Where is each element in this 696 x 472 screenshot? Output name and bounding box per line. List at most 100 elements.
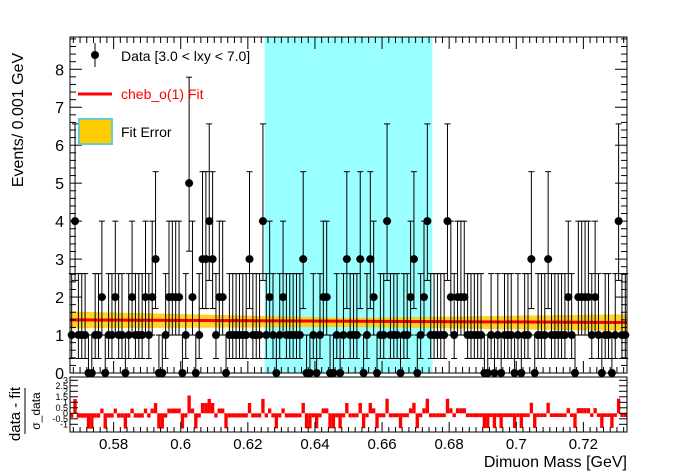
pull-bar <box>462 408 466 414</box>
main-frame <box>69 36 628 374</box>
pull-bar <box>93 413 97 418</box>
pull-bar <box>83 413 87 418</box>
pull-bar <box>167 408 171 414</box>
data-point <box>269 331 278 340</box>
pull-bar <box>496 413 500 418</box>
pull-bar <box>489 413 493 418</box>
legend: Data [3.0 < lxy < 7.0] cheb_o(1) Fit Fit… <box>78 43 250 145</box>
data-point <box>242 331 251 340</box>
pull-bar <box>120 413 124 418</box>
pull-bar <box>247 402 252 414</box>
x-tick-label: 0.64 <box>300 436 329 453</box>
pull-bar <box>103 413 107 429</box>
data-point <box>201 255 210 264</box>
data-point <box>111 293 120 302</box>
data-point <box>332 331 341 340</box>
pull-bar <box>455 408 460 414</box>
pull-bar <box>596 413 601 417</box>
pull-bar <box>281 408 285 414</box>
pull-bar <box>361 413 366 429</box>
fit-line <box>69 318 628 325</box>
pull-bar <box>70 413 74 418</box>
pull-bar <box>140 413 144 418</box>
pull-bar <box>335 413 339 418</box>
data-point <box>295 331 304 340</box>
pull-bar <box>325 408 329 414</box>
pull-bar <box>405 413 409 418</box>
pull-bar <box>600 413 604 428</box>
pull-bar <box>207 398 211 414</box>
pull-bar <box>395 413 399 418</box>
pull-bar <box>274 413 279 429</box>
data-point <box>255 331 264 340</box>
data-point <box>493 331 502 340</box>
pull-bar <box>392 413 396 418</box>
pull-bar <box>385 398 389 414</box>
pull-bar <box>355 413 359 418</box>
data-point <box>258 217 267 226</box>
pull-y-tick-label: 1.5 <box>55 392 68 402</box>
pull-bar <box>422 408 426 414</box>
data-point <box>393 331 402 340</box>
data-point <box>477 331 486 340</box>
pull-bar <box>73 398 77 414</box>
pull-bars <box>70 395 627 429</box>
pull-bar <box>110 413 114 418</box>
pull-bar <box>321 408 326 414</box>
data-point <box>352 331 361 340</box>
pull-bar <box>442 413 446 418</box>
data-point <box>205 217 214 226</box>
pull-bar <box>580 408 584 414</box>
pull-bar <box>519 413 523 429</box>
pull-bar <box>439 413 443 418</box>
pull-bar <box>512 413 517 429</box>
data-point <box>584 293 593 302</box>
pull-bar <box>465 413 470 418</box>
pull-bar <box>432 413 436 418</box>
pull-bar <box>76 413 81 418</box>
pull-bar <box>308 413 312 429</box>
pull-bar <box>116 413 121 418</box>
y-tick-label: 1 <box>55 328 64 345</box>
pull-bar <box>418 413 423 418</box>
data-point <box>262 331 271 340</box>
pull-bar <box>311 413 315 418</box>
pull-bar <box>536 413 540 418</box>
pull-bar <box>445 398 450 414</box>
data-point <box>567 331 576 340</box>
data-point <box>81 331 90 340</box>
x-tick-label: 0.6 <box>170 436 191 453</box>
pull-bar <box>304 413 309 429</box>
data-point <box>362 331 371 340</box>
pull-bar <box>267 408 272 414</box>
data-point <box>383 217 392 226</box>
data-point <box>369 293 378 302</box>
pull-bar <box>616 398 621 414</box>
data-point <box>309 331 318 340</box>
data-point <box>416 331 425 340</box>
data-point <box>339 331 348 340</box>
pull-bar <box>573 413 577 429</box>
pull-y-tick-label: -0.5 <box>52 414 68 424</box>
data-point <box>315 331 324 340</box>
pull-bar <box>382 413 386 418</box>
pull-y-tick-label: 2.5 <box>55 381 68 391</box>
pull-bar <box>583 408 587 414</box>
pull-bar <box>506 413 510 418</box>
pull-bar <box>546 402 550 414</box>
legend-data-label: Data [3.0 < lxy < 7.0] <box>121 48 250 64</box>
pull-bar <box>452 413 456 418</box>
pull-y-tick-label: 0 <box>63 408 68 418</box>
pull-bar <box>133 413 138 418</box>
pull-y-axis-label: data - fit <box>7 386 24 441</box>
data-point <box>356 255 365 264</box>
pull-bar <box>184 413 188 418</box>
data-point <box>218 293 227 302</box>
y-tick-label: 8 <box>55 62 64 79</box>
pull-bar <box>341 413 346 418</box>
pull-bar <box>398 413 403 429</box>
y-tick-label: 7 <box>55 100 64 117</box>
pull-bar <box>499 413 503 429</box>
legend-error-label: Fit Error <box>121 124 172 140</box>
pull-bar <box>522 413 527 418</box>
